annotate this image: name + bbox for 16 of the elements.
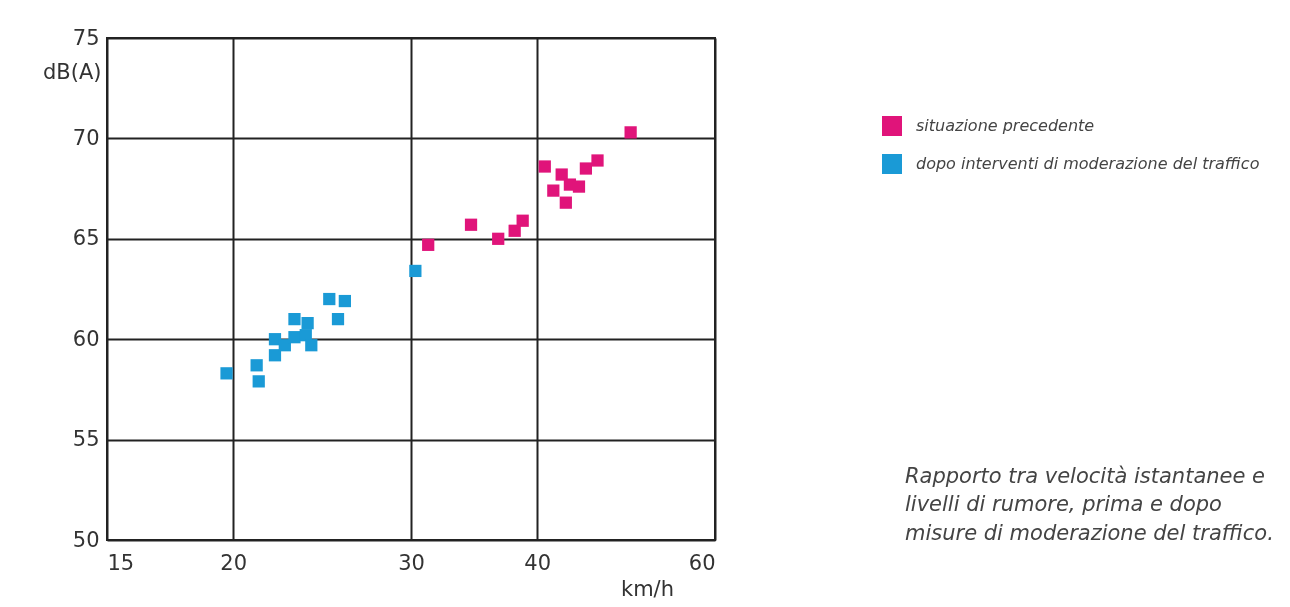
x-tick-label: 40 — [524, 550, 552, 575]
y-tick-label: 55 — [72, 427, 100, 452]
legend-label: situazione precedente — [916, 116, 1095, 135]
y-tick-label: 70 — [72, 125, 100, 150]
x-tick-label: 20 — [220, 550, 248, 575]
y-axis-title: dB(A) — [43, 59, 102, 84]
y-tick-label: 50 — [72, 527, 100, 552]
x-tick-label: 15 — [107, 550, 135, 575]
text: Rapporto tra velocità istantanee e livelli di rumore, prima e dopo misure di moderazione del traffico. — [905, 463, 1275, 547]
x-tick-label: 30 — [398, 550, 425, 575]
legend-label: dopo interventi di moderazione del traffico — [916, 154, 1260, 173]
y-tick-label: 75 — [72, 25, 100, 50]
x-axis-title: km/h — [620, 576, 675, 601]
y-tick-label: 60 — [72, 326, 100, 351]
x-tick-label: 60 — [688, 550, 716, 575]
y-tick-label: 65 — [72, 226, 100, 251]
